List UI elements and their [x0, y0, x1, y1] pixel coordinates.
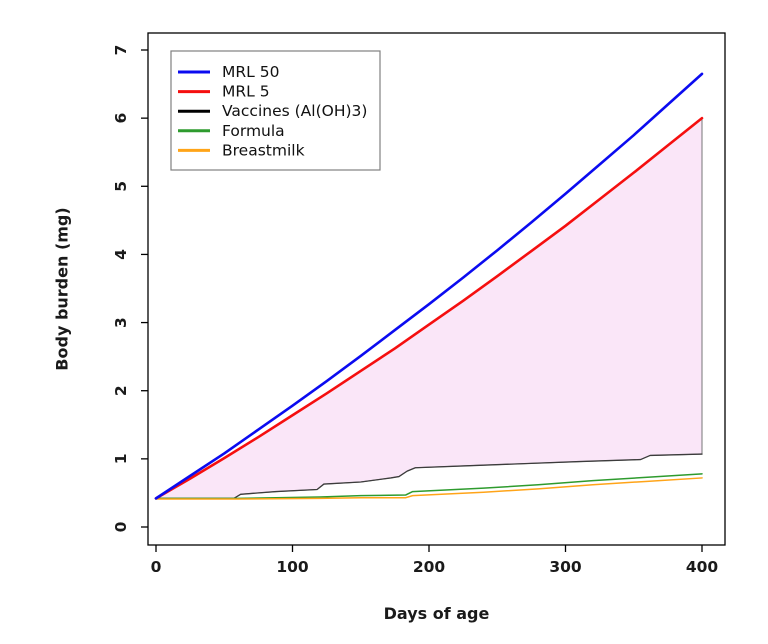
- series-line-formula: [155, 473, 703, 500]
- shaded-region-mrl5-vaccines: [154, 117, 703, 499]
- legend-label: Breastmilk: [222, 141, 305, 159]
- series-line-mrl-5: [154, 116, 704, 500]
- x-axis: 0 100 200 300 400: [151, 545, 719, 576]
- y-tick-label: 6: [112, 113, 130, 124]
- legend-label: Vaccines (Al(OH)3): [222, 102, 367, 120]
- y-tick-label: 0: [112, 521, 130, 532]
- series-line-mrl-50: [154, 72, 704, 500]
- x-axis-title: Days of age: [383, 604, 490, 623]
- x-tick-label: 0: [151, 558, 162, 576]
- x-tick-label: 100: [276, 558, 309, 576]
- y-axis-title: Body burden (mg): [52, 207, 72, 371]
- legend-label: MRL 5: [222, 83, 270, 101]
- y-tick-label: 2: [112, 385, 130, 396]
- y-tick-label: 7: [112, 45, 130, 56]
- plot-border: [147, 32, 726, 546]
- x-tick-label: 300: [549, 558, 582, 576]
- legend-label: MRL 50: [222, 63, 279, 81]
- series-line-vaccines-al-oh-3-: [155, 453, 703, 500]
- series-line-breastmilk: [155, 477, 703, 500]
- y-tick-label: 3: [112, 317, 130, 328]
- y-axis: 0 1 2 3 4 5 6 7: [112, 45, 148, 532]
- y-tick-label: 5: [112, 181, 130, 192]
- y-tick-label: 4: [112, 249, 130, 260]
- x-tick-label: 200: [413, 558, 446, 576]
- y-tick-label: 1: [112, 453, 130, 464]
- legend-label: Formula: [222, 122, 285, 140]
- x-tick-label: 400: [686, 558, 719, 576]
